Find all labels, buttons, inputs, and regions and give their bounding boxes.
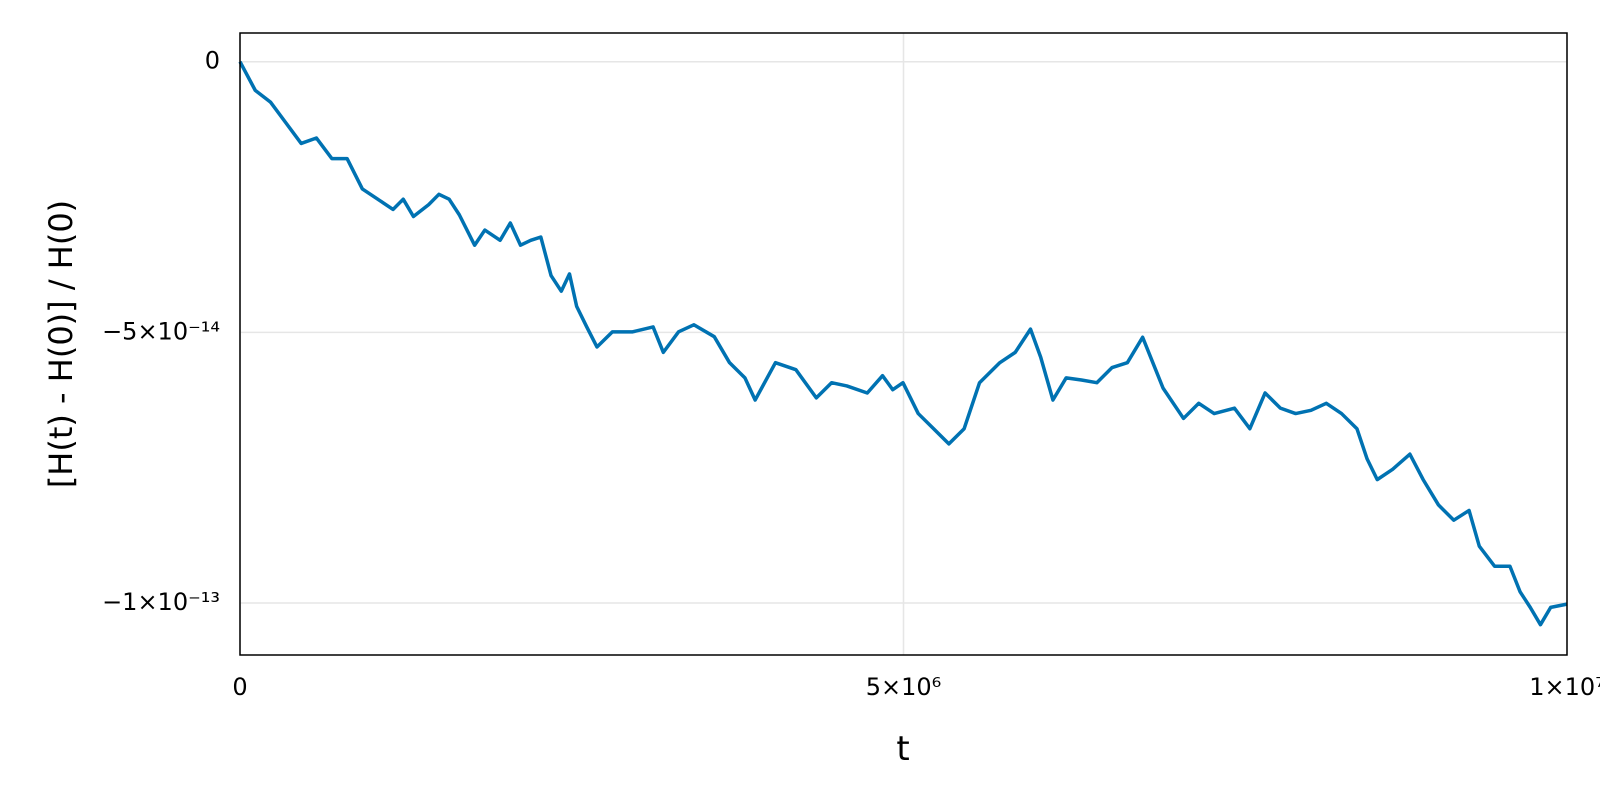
x-tick-label: 1×10⁷ [1529,673,1600,701]
x-tick-label: 0 [232,673,247,701]
y-tick-label: 0 [205,47,220,75]
x-tick-label: 5×10⁶ [866,673,942,701]
data-line [238,60,1568,627]
x-axis-label: t [896,729,909,769]
y-axis-label: [H(t) - H(0)] / H(0) [42,200,80,488]
axes-frame [239,32,1568,656]
plot-area [238,60,1568,627]
y-tick-label: −1×10⁻¹³ [102,588,220,616]
y-tick-label: −5×10⁻¹⁴ [102,317,220,345]
